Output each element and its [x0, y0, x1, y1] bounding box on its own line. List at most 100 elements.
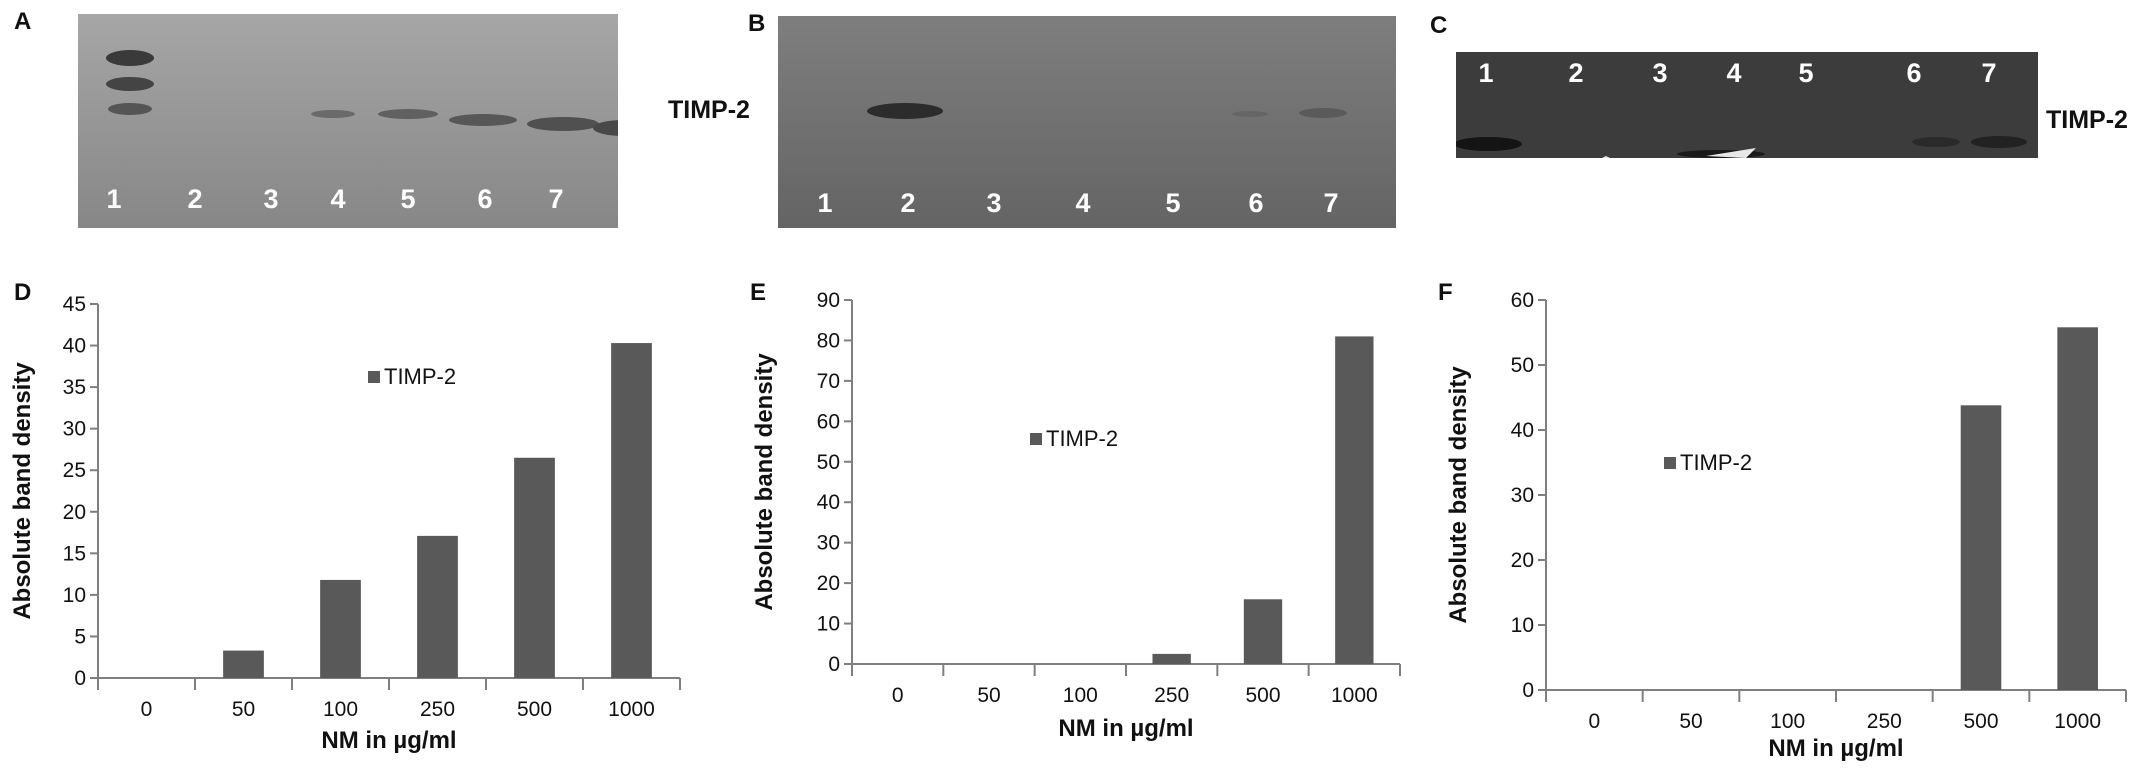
y-tick-label: 15 [63, 542, 86, 565]
x-tick-label: 1000 [2054, 710, 2101, 733]
lane-label: 5 [400, 184, 416, 214]
lane-label: 2 [187, 184, 203, 214]
y-tick-label: 25 [63, 459, 86, 482]
western-blot-c: 1 2 3 4 5 6 7 [1456, 52, 2038, 158]
lane-label: 3 [986, 188, 1002, 218]
protein-band [1912, 137, 1960, 147]
y-axis-label: Absolute band density [9, 362, 36, 620]
y-tick-label: 10 [1511, 614, 1534, 637]
protein-band [1232, 111, 1268, 117]
panel-letter-c: C [1430, 12, 1448, 39]
x-tick-label: 100 [1770, 710, 1805, 733]
y-tick-label: 80 [817, 329, 840, 352]
blot-a-bands [78, 14, 618, 228]
y-tick-label: 10 [63, 584, 86, 607]
y-tick-label: 35 [63, 376, 86, 399]
blot-b-bands [778, 16, 1396, 228]
bar-chart-d: D 0 5 10 15 20 25 30 35 40 45 0 50 100 250 500 1000 NM in… [9, 279, 681, 754]
ladder-band [106, 50, 154, 66]
lane-label: 1 [1478, 58, 1494, 88]
x-tick-label: 50 [232, 698, 255, 721]
bar [1152, 653, 1191, 664]
y-axis-label: Absolute band density [751, 353, 778, 611]
bar [320, 579, 361, 678]
lane-label: 7 [548, 184, 564, 214]
protein-label-c: TIMP-2 [2046, 106, 2128, 134]
x-tick-label: 250 [420, 698, 455, 721]
ladder-band [108, 103, 152, 115]
y-tick-label: 90 [817, 289, 840, 312]
protein-band [593, 120, 618, 136]
lane-label: 3 [1652, 58, 1668, 88]
panel-letter: D [14, 279, 31, 306]
protein-band [1456, 137, 1522, 151]
y-tick-label: 10 [817, 613, 840, 636]
x-axis-label: NM in µg/ml [1058, 715, 1193, 742]
western-blot-a: 1 2 3 4 5 6 7 [78, 14, 618, 228]
protein-label-a: TIMP-2 [668, 96, 750, 124]
y-tick-label: 0 [828, 653, 840, 676]
x-tick-label: 1000 [608, 698, 655, 721]
lane-label: 7 [1323, 188, 1339, 218]
x-tick-label: 500 [1245, 684, 1280, 707]
x-tick-label: 0 [892, 684, 904, 707]
bar [1960, 405, 2002, 690]
lane-label: 5 [1798, 58, 1814, 88]
x-tick-label: 250 [1154, 684, 1189, 707]
y-tick-label: 0 [74, 667, 86, 690]
y-tick-label: 30 [817, 532, 840, 555]
x-tick-label: 50 [977, 684, 1000, 707]
y-tick-label: 60 [817, 410, 840, 433]
protein-band [527, 117, 599, 131]
protein-band [867, 103, 943, 119]
y-tick-label: 30 [1511, 484, 1534, 507]
protein-band [311, 110, 355, 118]
x-tick-label: 100 [323, 698, 358, 721]
bar [1335, 336, 1374, 664]
bar [223, 650, 264, 678]
legend-label: TIMP-2 [1680, 450, 1752, 475]
y-tick-label: 40 [63, 335, 86, 358]
y-tick-label: 20 [817, 572, 840, 595]
lane-label: 2 [1568, 58, 1584, 88]
y-tick-label: 45 [63, 293, 86, 316]
bar [1243, 599, 1283, 664]
lane-label: 6 [477, 184, 493, 214]
x-tick-label: 100 [1063, 684, 1098, 707]
protein-band [378, 109, 438, 119]
x-axis-label: NM in µg/ml [1768, 735, 1903, 762]
lane-label: 1 [817, 188, 833, 218]
legend-label: TIMP-2 [1046, 426, 1118, 451]
legend-swatch [368, 371, 380, 383]
protein-band [1299, 108, 1347, 118]
lane-label: 2 [900, 188, 916, 218]
protein-band [1971, 136, 2027, 148]
y-tick-label: 60 [1511, 289, 1534, 312]
x-tick-label: 0 [1588, 710, 1600, 733]
y-tick-label: 20 [1511, 549, 1534, 572]
x-tick-label: 50 [1679, 710, 1702, 733]
bar [417, 535, 458, 678]
x-tick-label: 500 [1963, 710, 1998, 733]
y-tick-label: 30 [63, 418, 86, 441]
panel-letter: E [750, 279, 766, 306]
y-tick-label: 40 [1511, 419, 1534, 442]
x-axis-label: NM in µg/ml [321, 727, 456, 754]
lane-label: 6 [1248, 188, 1264, 218]
panel-letter-a: A [14, 8, 32, 35]
bar [2057, 327, 2098, 690]
bar [514, 457, 555, 678]
legend-label: TIMP-2 [384, 364, 456, 389]
bar [611, 343, 652, 678]
ladder-band [106, 77, 154, 91]
x-tick-label: 500 [517, 698, 552, 721]
western-blot-b: 1 2 3 4 5 6 7 [778, 16, 1396, 228]
bar-chart-e: E 0 10 20 30 40 50 60 70 80 90 0 50 100 250 500 1000 NM i… [750, 279, 1401, 742]
x-tick-label: 250 [1867, 710, 1902, 733]
x-tick-label: 1000 [1331, 684, 1378, 707]
y-tick-label: 70 [817, 370, 840, 393]
lane-label: 3 [263, 184, 279, 214]
blot-artifact [1706, 148, 1756, 158]
y-tick-label: 50 [1511, 354, 1534, 377]
x-tick-label: 0 [141, 698, 153, 721]
